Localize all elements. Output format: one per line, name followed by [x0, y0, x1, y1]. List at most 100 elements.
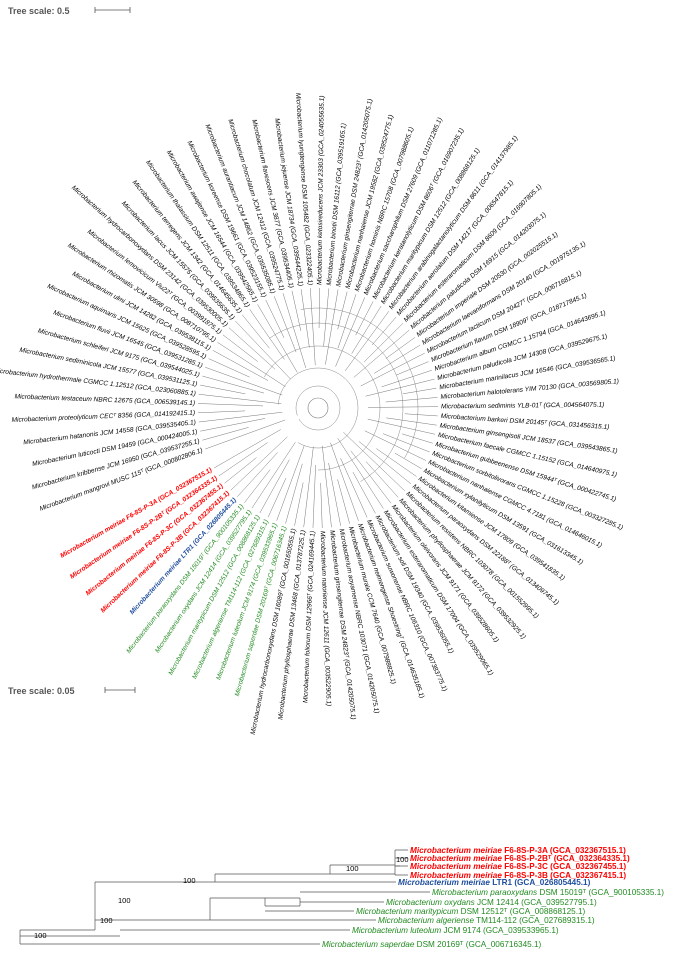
leaf-branch [208, 358, 250, 378]
leaf-branch [222, 334, 258, 362]
rect-leaf-label: Microbacterium meiriae F6-8S-P-3B (GCA_0… [410, 871, 626, 880]
leaf-branch [402, 387, 437, 395]
leaf-branch [312, 464, 316, 528]
leaf-branch [202, 375, 265, 394]
leaf-branch [294, 482, 304, 526]
rect-leaf-label: Microbacterium luteolum JCM 9174 (GCA_03… [352, 926, 559, 935]
leaf-branch [396, 361, 429, 376]
clade-arc [300, 307, 419, 459]
circular-leaf-label: Microbacterium testaceum NBRC 12675 (GCA… [14, 393, 195, 407]
leaf-branch [257, 304, 298, 373]
leaf-branch [291, 290, 302, 331]
leaf-branch [394, 452, 422, 469]
leaf-branch [242, 314, 270, 349]
circular-tree-scale: Tree scale: 0.5 [8, 6, 131, 16]
leaf-branch [200, 418, 266, 432]
bootstrap-value: 100 [100, 916, 113, 925]
leaf-branch [365, 378, 435, 397]
leaf-branch [230, 436, 288, 491]
leaf-branch [367, 406, 438, 408]
leaf-branch [325, 289, 339, 365]
leaf-branch [343, 431, 405, 492]
leaf-branch [337, 294, 357, 349]
leaf-branch [344, 311, 390, 372]
leaf-branch [365, 461, 399, 498]
rect-leaf-label: Microbacterium maritypicum DSM 12512ᵀ (G… [356, 907, 586, 916]
leaf-branch [386, 417, 437, 426]
leaf-branch [282, 293, 306, 368]
leaf-branch [213, 429, 281, 469]
leaf-branch [358, 441, 412, 485]
leaf-branch [350, 450, 392, 504]
leaf-branch [249, 309, 285, 360]
leaf-branch [323, 288, 330, 347]
leaf-branch [200, 384, 246, 395]
leaf-branch [224, 457, 257, 484]
bootstrap-value: 100 [396, 855, 409, 864]
rect-leaf-label: Microbacterium algeriense TM114-112 (GCA… [378, 916, 595, 925]
leaf-branch [335, 297, 365, 367]
rect-leaf-label: Microbacterium meiriae F6-8S-P-3A (GCA_0… [410, 846, 626, 855]
clade-arc [295, 385, 341, 431]
circular-leaf-label: Microbacterium ketosireducens JCM 23303 … [316, 95, 326, 285]
bootstrap-value: 100 [118, 896, 131, 905]
clade-arc [269, 322, 404, 482]
leaf-branch [205, 419, 286, 450]
leaf-branch [300, 289, 310, 348]
circular-leaf-label: Microbacterium foliorum DSM 12966ᵀ (GCA_… [302, 531, 316, 703]
leaf-branch [198, 410, 246, 414]
circular-scale-label: Tree scale: 0.5 [8, 6, 70, 16]
leaf-branch [217, 342, 286, 387]
leaf-branch [235, 320, 291, 380]
leaf-branch [198, 411, 283, 423]
rect-leaf-label: Microbacterium meiriae F6-8S-P-3C (GCA_0… [410, 862, 626, 871]
leaf-branch [251, 442, 296, 509]
leaf-branch [371, 316, 397, 346]
leaf-branch [385, 397, 438, 403]
rect-leaf-label: Microbacterium meiriae LTR1 (GCA_0268054… [398, 878, 591, 887]
leaf-branch [228, 327, 276, 370]
bootstrap-value: 100 [346, 864, 359, 873]
rect-tree-scale: Tree scale: 0.05 [8, 686, 136, 696]
leaf-branch [367, 418, 436, 435]
tree-root-ring [307, 397, 329, 419]
leaf-branch [267, 477, 287, 518]
leaf-branch [337, 479, 350, 524]
leaf-branch [402, 433, 433, 444]
leaf-branch [337, 291, 348, 330]
rect-scale-label: Tree scale: 0.05 [8, 686, 75, 696]
leaf-branch [237, 452, 278, 497]
leaf-branch [318, 288, 320, 329]
leaf-branch [352, 471, 376, 514]
rect-leaf-label: Microbacterium saperdae DSM 20169ᵀ (GCA_… [322, 940, 542, 949]
leaf-branch [320, 482, 323, 528]
leaf-branch [330, 442, 359, 522]
leaf-branch [276, 445, 305, 521]
rect-leaf-label: Microbacterium paraoxydans DSM 15019ᵀ (G… [432, 888, 664, 897]
leaf-branch [198, 393, 282, 405]
leaf-branch [202, 427, 249, 441]
leaf-branch [374, 344, 421, 374]
leaf-branch [198, 403, 264, 407]
leaf-branch [273, 296, 297, 353]
rect-leaf-label: Microbacterium oxydans JCM 12414 (GCA_03… [386, 898, 597, 907]
leaf-branch [381, 369, 432, 388]
leaf-branch [360, 352, 425, 387]
leaf-branch [322, 445, 332, 528]
leaf-branch [385, 337, 416, 359]
leaf-branch [337, 438, 384, 509]
circular-leaf-label: Microbacterium sediminis YLB-01ᵀ (GCA_00… [441, 402, 604, 411]
leaf-branch [244, 469, 271, 503]
leaf-branch [363, 323, 404, 363]
leaf-branch [353, 329, 410, 378]
leaf-branch [351, 305, 382, 354]
leaf-branch [212, 350, 269, 381]
bootstrap-value: 100 [183, 876, 196, 885]
leaf-branch [376, 448, 417, 477]
leaf-branch [364, 430, 427, 461]
leaf-branch [355, 301, 374, 336]
leaf-branch [303, 446, 314, 528]
leaf-branch [328, 462, 341, 526]
leaf-branch [259, 459, 290, 514]
